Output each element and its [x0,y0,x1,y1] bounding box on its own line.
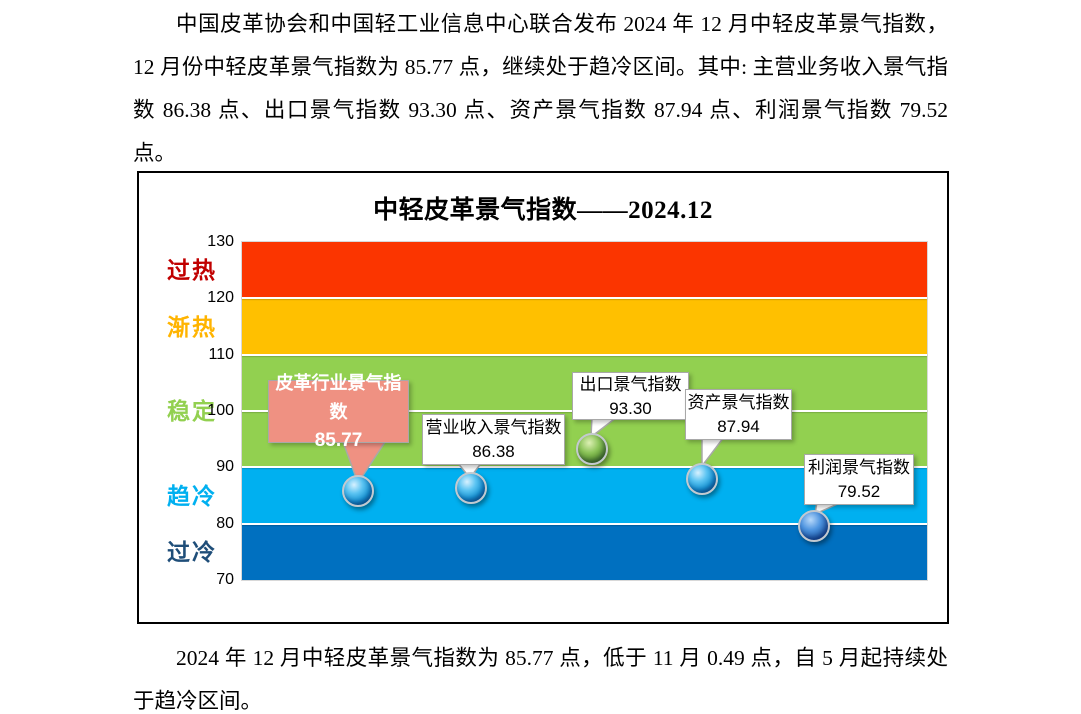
callout-营业收入景气指数: 营业收入景气指数 86.38 [422,414,565,465]
paragraph-top: 中国皮革协会和中国轻工业信息中心联合发布 2024 年 12 月中轻皮革景气指数… [133,12,948,165]
gridline-120 [242,297,927,300]
callout-皮革行业景气指数: 皮革行业景气指数 85.77 [268,373,409,451]
marker-资产景气指数 [685,462,718,495]
marker-皮革行业景气指数 [341,475,374,508]
marker-营业收入景气指数 [454,471,487,504]
callout-label: 营业收入景气指数 [425,418,562,437]
tick-label-70: 70 [216,571,234,588]
callout-value: 86.38 [472,442,515,461]
zone-label-过热: 过热 [167,257,217,284]
callout-value: 93.30 [609,398,652,418]
callout-出口景气指数: 出口景气指数 93.30 [572,372,689,420]
gridline-90 [242,466,927,469]
gridline-110 [242,353,927,356]
band-渐热 [242,298,927,355]
callout-label: 皮革行业景气指数 [275,373,402,422]
band-过热 [242,242,927,299]
chart-title: 中轻皮革景气指数——2024.12 [373,197,713,224]
marker-出口景气指数 [576,432,609,465]
callout-value: 87.94 [717,417,760,436]
tick-label-80: 80 [216,514,234,532]
zone-label-过冷: 过冷 [167,538,217,565]
marker-利润景气指数 [797,510,830,543]
zone-label-稳定: 稳定 [167,398,217,424]
callout-利润景气指数: 利润景气指数 79.52 [804,454,914,505]
zone-label-渐热: 渐热 [167,313,217,340]
tick-label-100: 100 [207,402,234,419]
callout-label: 利润景气指数 [808,458,910,477]
gridline-80 [242,522,927,525]
callout-label: 资产景气指数 [687,393,790,412]
paragraph-bottom: 2024 年 12 月中轻皮革景气指数为 85.77 点，低于 11 月 0.4… [133,646,948,713]
callout-value: 85.77 [314,430,363,451]
zone-label-趋冷: 趋冷 [167,482,217,509]
callout-label: 出口景气指数 [579,374,682,394]
callout-value: 79.52 [837,482,881,501]
tick-label-90: 90 [216,458,234,476]
prosperity-index-chart: 中轻皮革景气指数——2024.12 过热渐热稳定趋冷过冷 130 120 110 100… [137,171,949,624]
tick-label-110: 110 [208,345,234,363]
tick-label-120: 120 [207,289,234,307]
callout-资产景气指数: 资产景气指数 87.94 [685,389,792,440]
tick-label-130: 130 [207,233,234,250]
